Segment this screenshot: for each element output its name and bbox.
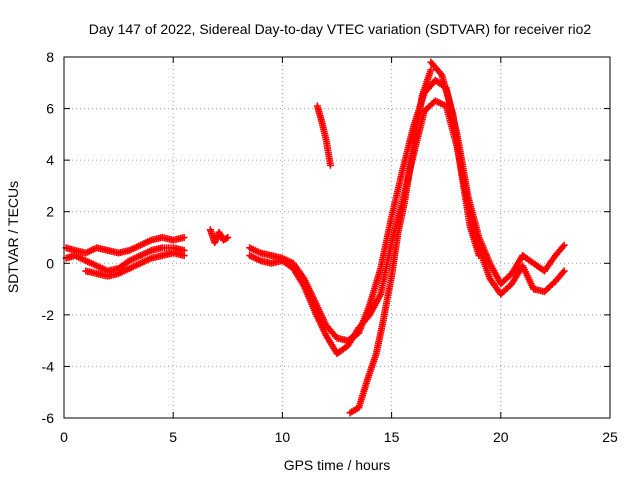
y-tick-label: -6 bbox=[42, 410, 55, 426]
series-sat-trace-e bbox=[246, 76, 568, 345]
series-sat-trace-a bbox=[62, 234, 188, 257]
grid-layer bbox=[64, 57, 610, 418]
axis-ticks: 0 5 10 15 20 25 -6 -4 -2 0 2 4 6 8 bbox=[42, 49, 618, 445]
series-sat-trace-f bbox=[246, 97, 568, 358]
series-sat-trace-g bbox=[313, 102, 334, 169]
data-point bbox=[559, 268, 567, 276]
x-axis-title: GPS time / hours bbox=[284, 457, 391, 473]
data-point bbox=[224, 234, 232, 241]
data-point bbox=[560, 241, 568, 249]
series-sat-trace-b bbox=[62, 244, 188, 275]
x-tick-label: 20 bbox=[493, 429, 509, 445]
y-tick-label: 0 bbox=[46, 255, 54, 271]
y-tick-label: 2 bbox=[46, 204, 54, 220]
series-sat-trace-d bbox=[206, 226, 232, 247]
series-sat-trace-c bbox=[82, 249, 188, 280]
y-axis-title: SDTVAR / TECUs bbox=[5, 181, 21, 293]
plot-frame bbox=[63, 56, 611, 419]
y-tick-label: 4 bbox=[46, 152, 54, 168]
x-tick-label: 25 bbox=[602, 429, 618, 445]
y-tick-label: -4 bbox=[42, 358, 55, 374]
data-point bbox=[180, 252, 188, 260]
data-point bbox=[475, 252, 483, 260]
data-point bbox=[559, 243, 567, 251]
data-point bbox=[560, 267, 568, 275]
x-tick-label: 5 bbox=[169, 429, 177, 445]
x-tick-label: 10 bbox=[275, 429, 291, 445]
data-point bbox=[326, 161, 334, 169]
y-tick-label: -2 bbox=[42, 307, 55, 323]
data-point bbox=[222, 234, 230, 242]
series-sat-trace-h bbox=[346, 66, 435, 417]
x-tick-label: 15 bbox=[384, 429, 400, 445]
y-tick-label: 8 bbox=[46, 49, 54, 65]
y-tick-label: 6 bbox=[46, 101, 54, 117]
series-sat-trace-i bbox=[427, 58, 483, 260]
data-point bbox=[180, 234, 188, 241]
data-point bbox=[427, 66, 435, 74]
data-points bbox=[62, 58, 568, 417]
x-tick-label: 0 bbox=[60, 429, 68, 445]
chart-title: Day 147 of 2022, Sidereal Day-to-day VTE… bbox=[89, 21, 592, 37]
